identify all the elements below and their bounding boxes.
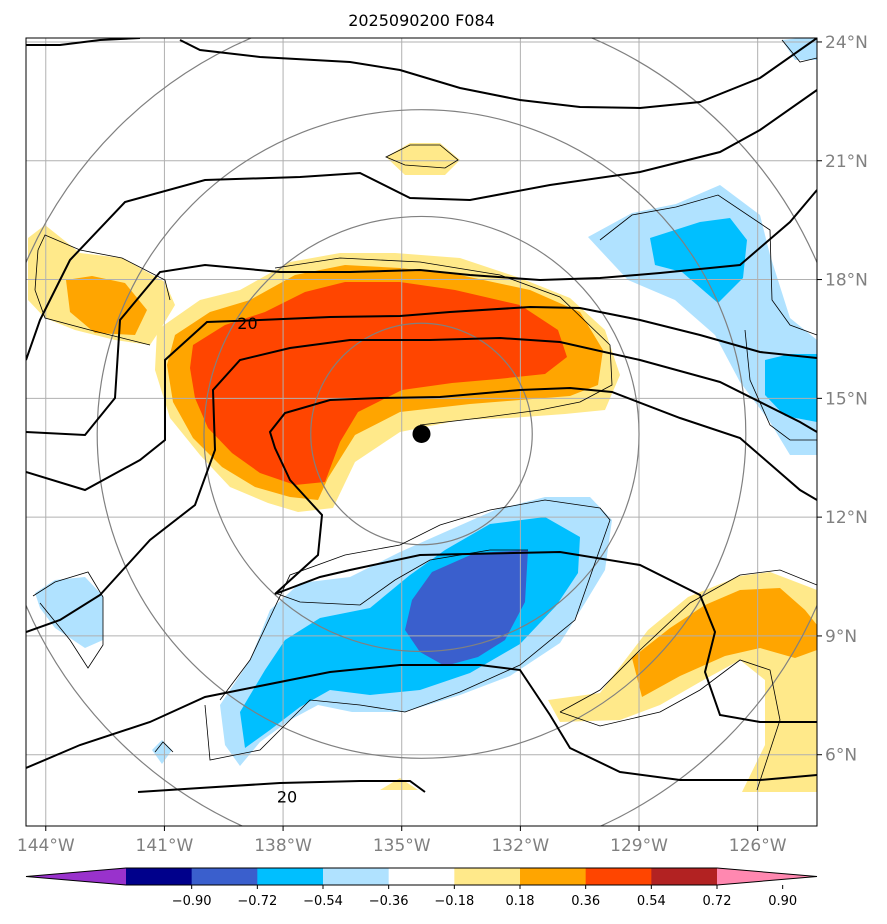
thick-contour-8 xyxy=(268,386,817,595)
thick-contour-4 xyxy=(26,305,817,492)
fill-nw-positive-036 xyxy=(66,276,147,335)
thick-contour-3 xyxy=(26,189,817,437)
colorbar-extend-high xyxy=(717,868,817,885)
thin-contour-south-inner xyxy=(274,549,528,606)
colorbar-tick-label: −0.72 xyxy=(237,894,277,909)
thick-contour-2 xyxy=(26,89,817,361)
fill-band-negative-054 xyxy=(405,550,528,666)
x-tick-label: 141°W xyxy=(136,836,194,856)
storm-center-marker xyxy=(412,424,431,443)
range-ring xyxy=(310,322,533,546)
colorbar-tick-label: −0.54 xyxy=(303,894,343,909)
thin-contour-nw xyxy=(34,234,171,346)
thin-contour-center xyxy=(274,257,613,426)
contour-label: 20 xyxy=(237,314,257,333)
thin-contour-corner xyxy=(781,39,817,63)
colorbar-segment xyxy=(520,868,587,885)
colorbar-tick-label: 0.72 xyxy=(703,894,732,909)
y-axis: 6°N 9°N 12°N 15°N 18°N 21°N 24°N xyxy=(817,33,868,766)
colorbar-segment xyxy=(585,868,652,885)
x-tick-label: 129°W xyxy=(610,836,668,856)
thin-contour-south xyxy=(204,499,611,761)
fill-south-positive xyxy=(380,778,418,790)
thin-contour-west xyxy=(32,571,104,669)
fill-north-positive xyxy=(386,143,460,175)
fill-west-negative xyxy=(35,577,103,648)
colorbar-tick-label: 0.18 xyxy=(506,894,535,909)
x-axis: 144°W 141°W 138°W 135°W 132°W 129°W 126°W xyxy=(17,826,787,856)
thin-contour-north xyxy=(385,144,459,169)
contour-label: 20 xyxy=(277,787,297,806)
fill-ne-negative-036b xyxy=(765,354,817,422)
colorbar-tick-label: 0.90 xyxy=(768,894,797,909)
range-rings xyxy=(26,38,817,826)
x-tick-label: 135°W xyxy=(373,836,431,856)
thin-contours xyxy=(32,39,817,791)
fill-ne-negative-018 xyxy=(588,185,817,455)
colorbar-segment xyxy=(323,868,390,885)
colorbar-tick-label: −0.18 xyxy=(434,894,474,909)
chart-title: 2025090200 F084 xyxy=(348,11,495,30)
colorbar-tick-label: 0.36 xyxy=(571,894,600,909)
fill-ne-negative-036 xyxy=(650,218,747,303)
colorbar-segment xyxy=(388,868,455,885)
colorbar-segment xyxy=(191,868,258,885)
y-tick-label: 12°N xyxy=(825,508,868,528)
x-tick-label: 132°W xyxy=(491,836,549,856)
range-ring xyxy=(96,109,747,759)
fill-band-positive-054 xyxy=(190,282,567,485)
thick-contour-5 xyxy=(26,336,817,633)
thin-contour-se xyxy=(559,569,817,791)
x-tick-label: 138°W xyxy=(254,836,312,856)
thick-contour-6 xyxy=(26,664,817,781)
y-tick-label: 6°N xyxy=(825,746,857,766)
y-tick-label: 18°N xyxy=(825,271,868,291)
y-tick-label: 21°N xyxy=(825,152,868,172)
fill-se-positive-036 xyxy=(632,588,817,697)
filled-contours xyxy=(28,38,817,792)
colorbar-extend-low xyxy=(26,868,126,885)
y-tick-label: 24°N xyxy=(825,33,868,53)
x-tick-label: 126°W xyxy=(729,836,787,856)
range-ring xyxy=(203,215,640,653)
colorbar-segment xyxy=(454,868,521,885)
colorbar-segment xyxy=(257,868,324,885)
thick-contour-7 xyxy=(274,550,817,723)
thick-contour-9 xyxy=(137,780,426,793)
colorbar-tick-label: 0.54 xyxy=(637,894,666,909)
colorbar-segment xyxy=(651,868,718,885)
x-tick-label: 144°W xyxy=(17,836,75,856)
colorbar-segment xyxy=(126,868,193,885)
thin-contour-small xyxy=(154,741,174,753)
y-tick-label: 15°N xyxy=(825,389,868,409)
colorbar-tick-label: −0.36 xyxy=(369,894,409,909)
colorbar-tick-label: −0.90 xyxy=(172,894,212,909)
thick-contour-1 xyxy=(26,38,817,110)
map-frame xyxy=(25,37,818,827)
colorbar-outline xyxy=(25,867,818,886)
thick-contours xyxy=(26,38,817,793)
colorbar: −0.90 −0.72 −0.54 −0.36 −0.18 0.18 0.36 0.54 0.7… xyxy=(25,867,818,909)
thin-contour-ne xyxy=(599,194,817,441)
y-tick-label: 9°N xyxy=(825,627,857,647)
